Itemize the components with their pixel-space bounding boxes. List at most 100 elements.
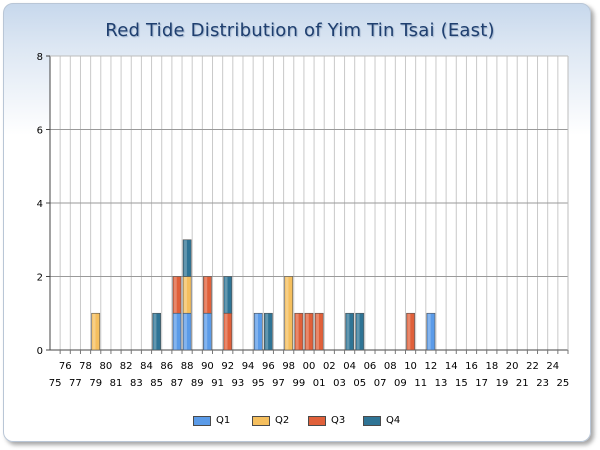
x-tick-label: 07 <box>374 378 387 389</box>
x-tick-label: 23 <box>536 378 549 389</box>
legend-label: Q2 <box>275 415 290 426</box>
legend-item-q3: Q3 <box>308 415 345 426</box>
x-tick-label: 03 <box>333 378 346 389</box>
bar-segment-q4 <box>223 276 233 314</box>
x-tick-label: 84 <box>140 361 153 372</box>
x-tick-label: 83 <box>130 378 143 389</box>
x-tick-label: 87 <box>171 378 184 389</box>
x-tick-label: 24 <box>546 361 559 372</box>
x-tick-label: 76 <box>59 361 72 372</box>
bar-segment-q1 <box>253 312 263 351</box>
bar-highlight <box>153 313 157 350</box>
x-tick-label: 79 <box>89 378 102 389</box>
bar-segment-q3 <box>304 312 314 351</box>
x-tick-label: 08 <box>384 361 397 372</box>
x-tick-label: 89 <box>191 378 204 389</box>
bar-segment-q3 <box>203 276 212 314</box>
x-tick-label: 91 <box>211 378 224 389</box>
y-tick-label: 6 <box>37 126 43 137</box>
bar-segment-q2 <box>284 276 294 351</box>
x-tick-label: 90 <box>201 361 214 372</box>
x-tick-label: 16 <box>465 361 478 372</box>
x-tick-label: 21 <box>516 378 529 389</box>
legend-item-q1: Q1 <box>193 415 230 426</box>
x-tick-label: 02 <box>323 361 336 372</box>
chart-title: Red Tide Distribution of Yim Tin Tsai (E… <box>105 20 495 41</box>
bar-highlight <box>173 277 177 313</box>
bar-segment-q4 <box>345 312 354 351</box>
bar-highlight <box>184 277 187 313</box>
legend-swatch <box>193 415 211 426</box>
x-tick-label: 97 <box>272 378 285 389</box>
bar-segment-q2 <box>91 312 101 351</box>
bar-highlight <box>204 277 208 313</box>
bar-highlight <box>92 313 96 350</box>
x-tick-label: 98 <box>282 361 295 372</box>
chart-legend: Q1 Q2 Q3 Q4 <box>0 415 600 431</box>
legend-swatch <box>308 415 326 426</box>
bar-highlight <box>184 240 187 276</box>
x-tick-label: 77 <box>69 378 82 389</box>
y-tick-label: 2 <box>37 273 43 284</box>
x-tick-label: 93 <box>232 378 245 389</box>
bar-highlight <box>305 313 309 350</box>
x-tick-label: 78 <box>79 361 92 372</box>
x-tick-label: 17 <box>475 378 488 389</box>
bar-segment-q3 <box>406 312 415 351</box>
x-tick-label: 20 <box>506 361 519 372</box>
legend-item-q2: Q2 <box>252 415 289 426</box>
bar-segment-q3 <box>172 276 182 314</box>
bar-highlight <box>265 313 269 350</box>
x-tick-label: 10 <box>404 361 417 372</box>
x-tick-label: 22 <box>526 361 539 372</box>
bar-segment-q4 <box>182 239 192 277</box>
x-tick-label: 94 <box>242 361 255 372</box>
bar-segment-q3 <box>294 312 304 351</box>
legend-swatch <box>363 415 381 426</box>
x-tick-label: 95 <box>252 378 265 389</box>
legend-swatch <box>252 415 270 426</box>
bar-highlight <box>346 313 350 350</box>
x-tick-label: 99 <box>292 378 305 389</box>
y-tick-label: 4 <box>37 199 43 210</box>
x-tick-label: 86 <box>160 361 173 372</box>
x-tick-label: 96 <box>262 361 275 372</box>
bar-highlight <box>295 313 299 350</box>
x-tick-label: 25 <box>557 378 570 389</box>
legend-label: Q4 <box>386 415 401 426</box>
x-tick-label: 13 <box>435 378 448 389</box>
legend-label: Q1 <box>216 415 231 426</box>
x-tick-label: 09 <box>394 378 407 389</box>
bar-highlight <box>285 277 289 350</box>
bar-highlight <box>427 313 431 350</box>
legend-item-q4: Q4 <box>363 415 400 426</box>
x-tick-label: 12 <box>425 361 438 372</box>
x-tick-label: 14 <box>445 361 458 372</box>
bar-highlight <box>316 313 319 350</box>
bar-highlight <box>356 313 360 350</box>
bar-segment-q1 <box>426 312 436 351</box>
x-tick-label: 92 <box>221 361 234 372</box>
x-tick-label: 19 <box>496 378 509 389</box>
y-tick-label: 0 <box>37 346 43 357</box>
x-tick-label: 75 <box>49 378 62 389</box>
bar-highlight <box>224 313 228 350</box>
bar-highlight <box>184 313 187 350</box>
x-tick-label: 06 <box>364 361 377 372</box>
x-tick-label: 01 <box>313 378 326 389</box>
bar-highlight <box>224 277 228 313</box>
bar-segment-q3 <box>314 312 324 351</box>
x-tick-label: 85 <box>150 378 163 389</box>
x-tick-label: 81 <box>110 378 123 389</box>
x-tick-label: 15 <box>455 378 468 389</box>
x-tick-label: 80 <box>99 361 112 372</box>
x-tick-label: 00 <box>303 361 316 372</box>
bar-highlight <box>204 313 208 350</box>
bar-segment-q4 <box>264 312 273 351</box>
bar-segment-q4 <box>355 312 365 351</box>
x-tick-label: 04 <box>343 361 356 372</box>
bar-highlight <box>173 313 177 350</box>
bar-segment-q4 <box>152 312 162 351</box>
x-tick-label: 18 <box>485 361 498 372</box>
